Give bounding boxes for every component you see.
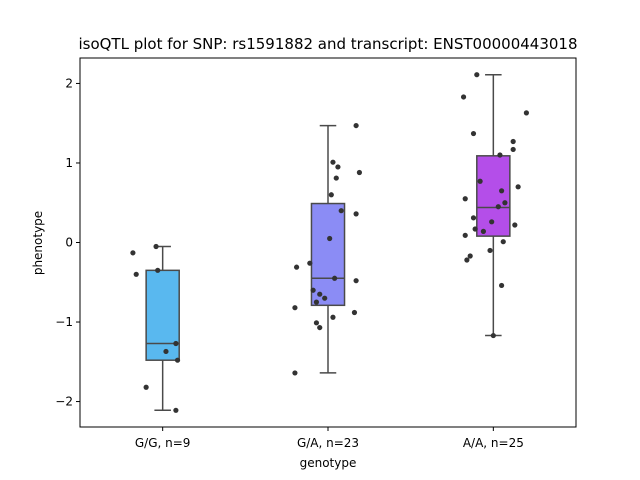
data-point bbox=[470, 215, 477, 221]
data-point bbox=[332, 275, 338, 281]
points-group-3 bbox=[460, 72, 530, 339]
data-point bbox=[512, 222, 518, 228]
data-point bbox=[292, 305, 298, 311]
x-tick-label: G/A, n=23 bbox=[297, 436, 359, 450]
box-group-2 bbox=[310, 124, 346, 374]
data-point bbox=[356, 169, 363, 176]
data-point bbox=[472, 226, 478, 232]
data-point bbox=[490, 332, 496, 339]
data-point bbox=[307, 260, 313, 266]
data-point bbox=[335, 164, 341, 170]
data-point bbox=[351, 309, 358, 316]
y-tick-label: −2 bbox=[55, 395, 73, 409]
data-point bbox=[464, 257, 470, 263]
y-tick-label: −1 bbox=[55, 315, 73, 329]
data-point bbox=[353, 122, 359, 129]
data-point bbox=[330, 159, 336, 165]
data-point bbox=[495, 204, 501, 210]
data-point bbox=[173, 407, 179, 413]
data-point bbox=[474, 72, 480, 78]
data-point bbox=[480, 228, 487, 234]
data-point bbox=[353, 278, 359, 284]
data-point bbox=[155, 267, 161, 273]
data-point bbox=[500, 239, 506, 245]
data-point bbox=[327, 235, 333, 242]
data-point bbox=[322, 295, 328, 301]
data-point bbox=[510, 146, 516, 153]
data-point bbox=[487, 247, 493, 254]
data-point bbox=[330, 314, 336, 320]
data-point bbox=[310, 287, 316, 293]
data-point bbox=[462, 232, 468, 238]
data-point bbox=[499, 282, 505, 289]
points-group-1 bbox=[130, 243, 181, 413]
plot-area: −2 −1 0 1 2 G/G, n=9 G/A, n=23 A/A, n=25 bbox=[55, 72, 530, 450]
y-tick-label: 1 bbox=[65, 156, 73, 170]
data-point bbox=[515, 184, 521, 190]
y-tick-label: 0 bbox=[65, 236, 73, 250]
data-point bbox=[174, 357, 181, 363]
data-point bbox=[497, 152, 503, 158]
box-group-1 bbox=[145, 245, 180, 412]
x-axis-label: genotype bbox=[300, 456, 357, 470]
data-point bbox=[173, 340, 179, 347]
box bbox=[310, 202, 346, 307]
box bbox=[476, 155, 511, 237]
x-tick-label: G/G, n=9 bbox=[135, 436, 191, 450]
data-point bbox=[313, 299, 320, 305]
data-point bbox=[338, 208, 344, 214]
chart-title: isoQTL plot for SNP: rs1591882 and trans… bbox=[78, 35, 577, 53]
data-point bbox=[292, 370, 298, 376]
plot-frame bbox=[79, 57, 577, 428]
data-point bbox=[130, 250, 136, 256]
y-axis-label: phenotype bbox=[31, 211, 45, 275]
points-group-2 bbox=[292, 122, 363, 376]
data-point bbox=[153, 243, 159, 250]
data-point bbox=[489, 219, 495, 225]
data-point bbox=[133, 271, 139, 277]
data-point bbox=[462, 196, 468, 202]
data-point bbox=[163, 348, 169, 355]
data-point bbox=[510, 138, 516, 145]
data-point bbox=[313, 320, 320, 326]
box bbox=[145, 269, 180, 361]
data-point bbox=[353, 211, 359, 217]
data-point bbox=[502, 200, 508, 206]
data-point bbox=[333, 175, 339, 181]
x-tick-label: A/A, n=25 bbox=[463, 436, 524, 450]
data-point bbox=[523, 110, 530, 116]
data-point bbox=[328, 192, 334, 198]
data-point bbox=[317, 324, 323, 331]
data-point bbox=[317, 291, 323, 297]
data-point bbox=[477, 178, 483, 184]
data-point bbox=[460, 94, 467, 100]
data-point bbox=[470, 130, 477, 137]
data-point bbox=[467, 253, 473, 259]
data-point bbox=[293, 264, 300, 270]
data-point bbox=[143, 384, 149, 390]
y-tick-label: 2 bbox=[65, 76, 73, 90]
data-point bbox=[499, 188, 505, 194]
